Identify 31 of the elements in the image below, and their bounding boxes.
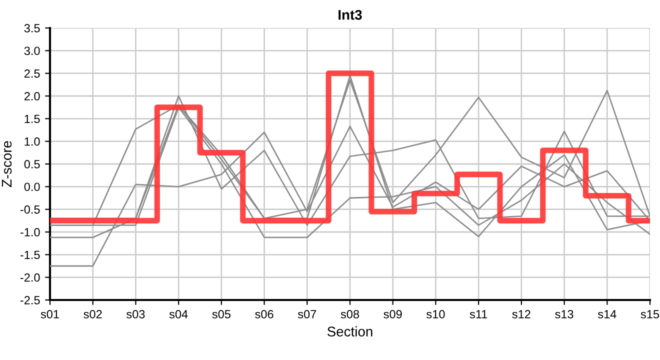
y-tick-label: -2.0	[20, 273, 40, 282]
y-tick-label: 0.0	[24, 182, 40, 192]
y-tick-label: 3.0	[24, 46, 40, 56]
y-axis-title: Z-score	[2, 141, 12, 188]
y-tick-label: 0.5	[24, 160, 40, 168]
y-tick-label: -0.5	[20, 205, 40, 214]
x-tick-label: s15	[640, 310, 660, 318]
chart-title: Int3	[338, 10, 362, 20]
x-tick-label: s11	[470, 310, 488, 318]
y-tick-label: 1.5	[24, 114, 40, 124]
x-tick-label: s13	[555, 310, 574, 318]
y-tick-label: 3.5	[24, 24, 40, 32]
x-tick-label: s03	[126, 310, 145, 318]
y-tick-label: 1.0	[24, 137, 40, 146]
x-tick-label: s06	[255, 310, 274, 318]
x-tick-label: s05	[212, 310, 230, 318]
x-tick-label: s04	[169, 310, 188, 318]
x-tick-label: s08	[340, 310, 360, 318]
x-axis-title: Section	[327, 326, 372, 336]
y-tick-label: 2.5	[24, 69, 40, 78]
x-tick-label: s12	[512, 310, 530, 318]
x-tick-label: s10	[426, 310, 445, 318]
y-tick-label: 2.0	[24, 92, 40, 100]
x-tick-label: s09	[384, 310, 402, 318]
x-tick-label: s02	[84, 310, 102, 318]
x-tick-label: s07	[298, 310, 316, 318]
y-tick-label: -1.5	[20, 250, 40, 260]
x-tick-label: s01	[40, 310, 59, 318]
y-tick-label: -1.0	[20, 228, 40, 236]
y-tick-label: -2.5	[20, 296, 40, 304]
x-tick-label: s14	[598, 310, 616, 318]
